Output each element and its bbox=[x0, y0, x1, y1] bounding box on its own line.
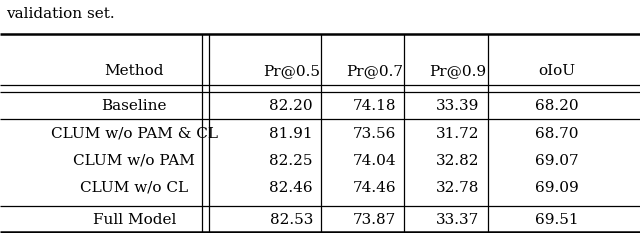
Text: Method: Method bbox=[105, 64, 164, 78]
Text: 33.39: 33.39 bbox=[436, 99, 479, 113]
Text: 74.46: 74.46 bbox=[353, 181, 396, 195]
Text: CLUM w/o CL: CLUM w/o CL bbox=[81, 181, 188, 195]
Text: 82.53: 82.53 bbox=[269, 213, 313, 227]
Text: 82.20: 82.20 bbox=[269, 99, 313, 113]
Text: 73.87: 73.87 bbox=[353, 213, 396, 227]
Text: 68.20: 68.20 bbox=[535, 99, 579, 113]
Text: 82.46: 82.46 bbox=[269, 181, 313, 195]
Text: Pr@0.7: Pr@0.7 bbox=[346, 64, 403, 78]
Text: Full Model: Full Model bbox=[93, 213, 176, 227]
Text: 69.07: 69.07 bbox=[535, 154, 579, 168]
Text: 33.37: 33.37 bbox=[436, 213, 479, 227]
Text: 73.56: 73.56 bbox=[353, 127, 396, 141]
Text: 69.09: 69.09 bbox=[535, 181, 579, 195]
Text: Baseline: Baseline bbox=[102, 99, 167, 113]
Text: validation set.: validation set. bbox=[6, 7, 115, 21]
Text: 82.25: 82.25 bbox=[269, 154, 313, 168]
Text: CLUM w/o PAM: CLUM w/o PAM bbox=[74, 154, 195, 168]
Text: CLUM w/o PAM & CL: CLUM w/o PAM & CL bbox=[51, 127, 218, 141]
Text: Pr@0.9: Pr@0.9 bbox=[429, 64, 486, 78]
Text: 74.04: 74.04 bbox=[353, 154, 396, 168]
Text: 81.91: 81.91 bbox=[269, 127, 313, 141]
Text: Pr@0.5: Pr@0.5 bbox=[262, 64, 320, 78]
Text: 74.18: 74.18 bbox=[353, 99, 396, 113]
Text: 31.72: 31.72 bbox=[436, 127, 479, 141]
Text: oIoU: oIoU bbox=[538, 64, 575, 78]
Text: 32.82: 32.82 bbox=[436, 154, 479, 168]
Text: 69.51: 69.51 bbox=[535, 213, 579, 227]
Text: 68.70: 68.70 bbox=[535, 127, 579, 141]
Text: 32.78: 32.78 bbox=[436, 181, 479, 195]
